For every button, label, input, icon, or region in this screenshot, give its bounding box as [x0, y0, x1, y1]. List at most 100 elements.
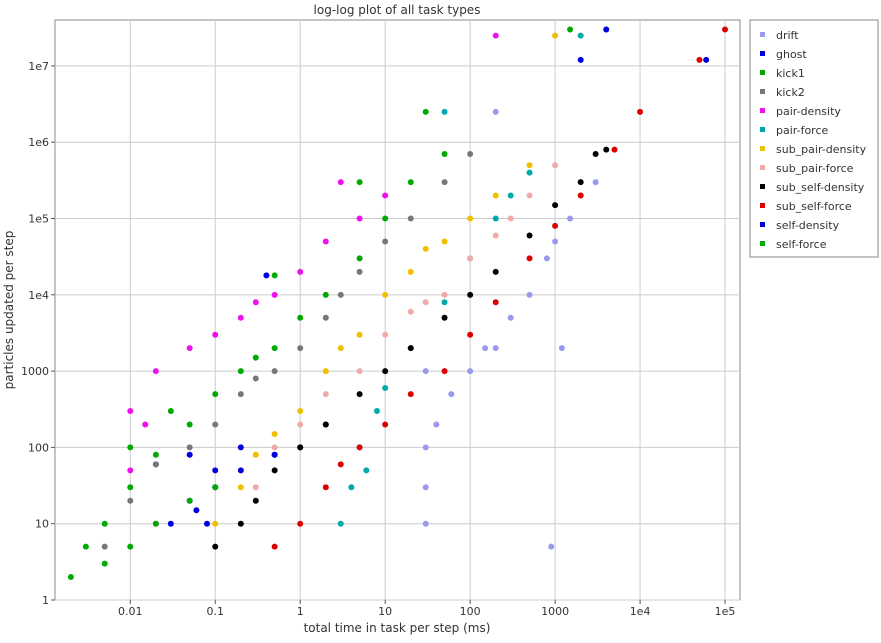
point-drift: [422, 368, 429, 375]
point-kick1: [212, 391, 219, 398]
point-kick1: [441, 151, 448, 158]
point-drift: [422, 520, 429, 527]
legend-label-drift: drift: [776, 29, 799, 42]
point-sub-self-force: [526, 255, 533, 262]
point-pair-force: [382, 385, 389, 392]
point-sub-self-density: [212, 543, 219, 550]
point-sub-self-density: [526, 232, 533, 239]
point-kick1: [127, 484, 134, 491]
legend-marker-sub-self-density: [760, 184, 765, 189]
point-kick1: [252, 354, 259, 361]
point-kick1: [67, 574, 74, 581]
point-kick1: [382, 215, 389, 222]
point-sub-pair-force: [356, 368, 363, 375]
y-tick-label: 1e5: [28, 213, 49, 226]
legend-label-kick1: kick1: [776, 67, 805, 80]
point-drift: [526, 291, 533, 298]
point-drift: [507, 314, 514, 321]
point-self-force: [422, 108, 429, 115]
legend: [749, 19, 879, 258]
point-kick2: [252, 375, 259, 382]
point-pair-density: [271, 291, 278, 298]
point-self-density: [703, 56, 710, 63]
point-sub-self-force: [297, 520, 304, 527]
point-sub-pair-density: [252, 451, 259, 458]
point-pair-force: [373, 408, 380, 415]
point-sub-self-density: [577, 179, 584, 186]
point-kick2: [356, 268, 363, 275]
point-pair-force: [348, 484, 355, 491]
point-drift: [433, 421, 440, 428]
point-sub-pair-density: [492, 192, 499, 199]
point-drift: [558, 345, 565, 352]
point-kick2: [382, 238, 389, 245]
point-pair-density: [152, 368, 159, 375]
point-sub-pair-density: [552, 32, 559, 39]
point-drift: [492, 108, 499, 115]
point-pair-density: [127, 467, 134, 474]
point-drift: [552, 238, 559, 245]
point-sub-pair-force: [297, 421, 304, 428]
point-ghost: [186, 451, 193, 458]
point-kick1: [407, 179, 414, 186]
point-sub-pair-force: [407, 308, 414, 315]
point-kick1: [297, 314, 304, 321]
point-sub-self-force: [467, 331, 474, 338]
point-drift: [548, 543, 555, 550]
legend-label-sub-pair-density: sub_pair-density: [776, 143, 867, 156]
point-self-density: [577, 56, 584, 63]
point-kick2: [297, 345, 304, 352]
point-self-density: [237, 467, 244, 474]
legend-marker-sub-pair-force: [760, 165, 765, 170]
point-sub-pair-force: [552, 162, 559, 169]
point-sub-self-force: [407, 391, 414, 398]
point-sub-pair-force: [507, 215, 514, 222]
point-kick1: [271, 345, 278, 352]
point-drift: [422, 444, 429, 451]
point-sub-pair-force: [271, 444, 278, 451]
y-tick-label: 100: [28, 441, 49, 454]
x-axis-title: total time in task per step (ms): [304, 621, 491, 635]
legend-items: drift ghost kick1 kick2 pair-density pair-for…: [760, 29, 867, 251]
point-pair-density: [237, 314, 244, 321]
point-kick2: [407, 215, 414, 222]
point-kick1: [322, 291, 329, 298]
point-ghost: [237, 444, 244, 451]
point-pair-density: [382, 192, 389, 199]
point-sub-self-force: [337, 461, 344, 468]
point-sub-self-density: [603, 146, 610, 153]
plot-area: [54, 19, 741, 601]
point-self-force: [567, 26, 574, 33]
point-pair-density: [212, 331, 219, 338]
point-sub-pair-density: [212, 520, 219, 527]
point-sub-self-density: [382, 368, 389, 375]
legend-marker-self-density: [760, 222, 765, 227]
point-kick2: [441, 179, 448, 186]
point-pair-density: [127, 408, 134, 415]
x-tick-label: 1e5: [715, 605, 736, 618]
point-pair-density: [142, 421, 149, 428]
y-tick-label: 1: [42, 594, 49, 607]
point-kick2: [337, 291, 344, 298]
point-ghost: [204, 520, 211, 527]
point-kick2: [237, 391, 244, 398]
point-sub-self-force: [322, 484, 329, 491]
point-sub-self-force: [722, 26, 729, 33]
point-sub-self-force: [356, 444, 363, 451]
point-sub-self-density: [592, 151, 599, 158]
x-tick-label: 0.01: [118, 605, 143, 618]
y-tick-label: 1e4: [28, 289, 49, 302]
point-kick1: [127, 444, 134, 451]
point-sub-self-force: [577, 192, 584, 199]
point-drift: [467, 368, 474, 375]
point-self-force: [212, 484, 219, 491]
point-sub-self-force: [611, 146, 618, 153]
point-kick1: [356, 255, 363, 262]
point-sub-self-force: [552, 222, 559, 229]
legend-marker-drift: [760, 32, 765, 37]
point-kick1: [152, 451, 159, 458]
point-self-force: [356, 179, 363, 186]
point-pair-force: [507, 192, 514, 199]
legend-label-kick2: kick2: [776, 86, 805, 99]
point-drift: [543, 255, 550, 262]
